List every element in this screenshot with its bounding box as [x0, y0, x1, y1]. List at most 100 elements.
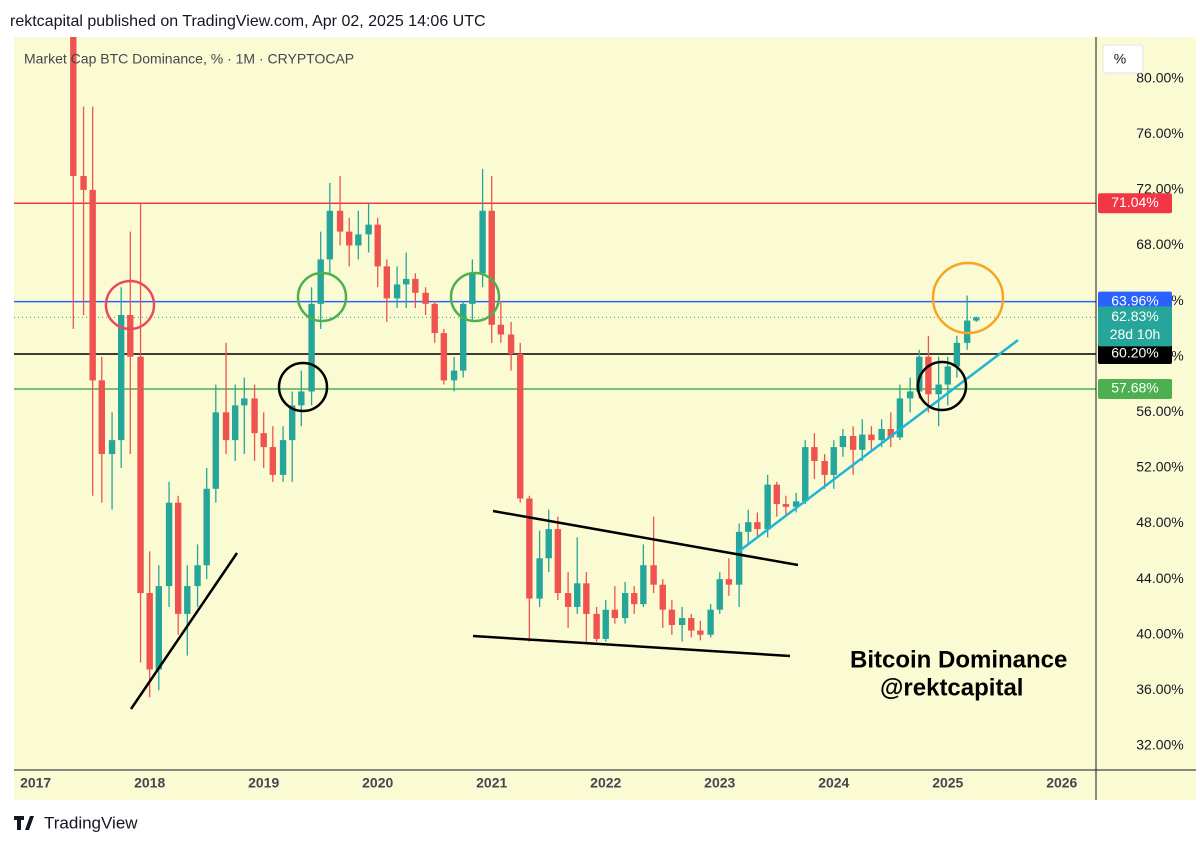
candle-body — [963, 320, 971, 343]
level-label: 71.04% — [1111, 194, 1158, 210]
circle — [931, 261, 1005, 335]
candle-body — [137, 356, 144, 594]
candle-body — [878, 429, 885, 441]
drawings — [104, 261, 1019, 710]
level-label: 60.20% — [1111, 345, 1158, 361]
candle-body — [70, 37, 77, 177]
candle-body — [707, 609, 714, 635]
candle-body — [184, 586, 191, 614]
candle-body — [460, 303, 467, 371]
candle-body — [678, 618, 686, 626]
candle-body — [374, 224, 381, 267]
y-tick-label: 68.00% — [1136, 236, 1183, 252]
candle-body — [155, 586, 162, 670]
candle-body — [194, 565, 201, 587]
x-tick-label: 2024 — [818, 775, 849, 791]
candle-body — [497, 324, 505, 335]
candle-body — [735, 531, 743, 585]
candle-body — [935, 384, 942, 395]
candle-body — [953, 342, 961, 367]
candle-body — [697, 630, 704, 635]
candle-body — [925, 356, 932, 395]
candle-body — [222, 412, 230, 441]
axes: 32.00% 36.00% 40.00% 44.00% 48.00% 52.00% 56.0… — [20, 69, 1184, 790]
candle-body — [725, 579, 733, 585]
circle — [449, 271, 501, 323]
candle-body — [517, 353, 524, 499]
candle-body — [431, 303, 438, 334]
candle-body — [650, 565, 657, 585]
countdown-label: 28d 10h — [1110, 326, 1161, 342]
candle-body — [906, 391, 914, 399]
level-label-bg — [1098, 193, 1172, 214]
chart-title: Market Cap BTC Dominance, % · 1M · CRYPT… — [24, 51, 354, 67]
candle-body — [146, 593, 153, 670]
y-tick-label: 56.00% — [1136, 403, 1183, 419]
candle-body — [631, 593, 638, 605]
candle-body — [659, 584, 666, 610]
plot — [14, 37, 1096, 698]
candle-body — [859, 434, 866, 450]
candle-body — [745, 522, 752, 532]
candle-body — [412, 278, 419, 293]
candle-body — [212, 412, 220, 489]
candle-body — [422, 292, 429, 304]
candle-body — [688, 618, 695, 631]
candle-body — [393, 284, 401, 299]
candle-body — [896, 398, 904, 438]
candle-body — [916, 356, 923, 392]
candle-body — [469, 273, 476, 304]
candle-body — [526, 498, 533, 599]
candle-body — [602, 609, 609, 639]
candle-body — [849, 435, 857, 450]
level-label-bg — [1098, 343, 1172, 364]
candle-body — [279, 440, 287, 475]
trendline — [492, 509, 799, 567]
candle-body — [440, 333, 448, 381]
x-tick-label: 2023 — [704, 775, 735, 791]
last-price-bg — [1098, 306, 1172, 347]
y-tick-label: 72.00% — [1136, 181, 1183, 197]
candle-body — [973, 317, 980, 321]
circle — [296, 271, 348, 323]
candle-body — [241, 398, 248, 406]
y-tick-label: 44.00% — [1136, 570, 1183, 586]
candle-body — [108, 440, 116, 455]
logo-mark — [14, 816, 34, 830]
chart-bg — [14, 37, 1196, 800]
candle-body — [821, 460, 828, 475]
candle-body — [593, 613, 600, 639]
candle-body — [488, 210, 495, 325]
y-tick-label: 40.00% — [1136, 625, 1183, 641]
candle-body — [260, 433, 267, 448]
candle-body — [564, 593, 572, 607]
trendline — [737, 339, 1019, 553]
logo — [14, 816, 34, 830]
candle-body — [80, 176, 87, 190]
candle-body — [89, 189, 96, 381]
candle-body — [773, 484, 780, 505]
candle-body — [251, 398, 258, 434]
candle-body — [583, 583, 590, 614]
candle-body — [574, 583, 581, 607]
candle-body — [887, 429, 894, 438]
trendline — [129, 552, 239, 710]
y-tick-label: 80.00% — [1136, 69, 1183, 85]
y-tick-label: 52.00% — [1136, 459, 1183, 475]
candle-body — [317, 259, 324, 304]
candle-body — [450, 370, 458, 381]
y-tick-label: 48.00% — [1136, 514, 1183, 530]
x-tick-label: 2022 — [590, 775, 621, 791]
level-label-bg — [1098, 378, 1172, 399]
x-tick-label: 2017 — [20, 775, 51, 791]
level-label: 57.68% — [1111, 380, 1158, 396]
candle-body — [355, 234, 362, 246]
candle-body — [231, 405, 239, 441]
x-tick-label: 2026 — [1046, 775, 1077, 791]
y-tick-label: 32.00% — [1136, 737, 1183, 753]
candle-body — [174, 502, 182, 614]
candle-body — [346, 231, 353, 246]
candle-body — [536, 558, 543, 599]
x-tick-label: 2021 — [476, 775, 507, 791]
